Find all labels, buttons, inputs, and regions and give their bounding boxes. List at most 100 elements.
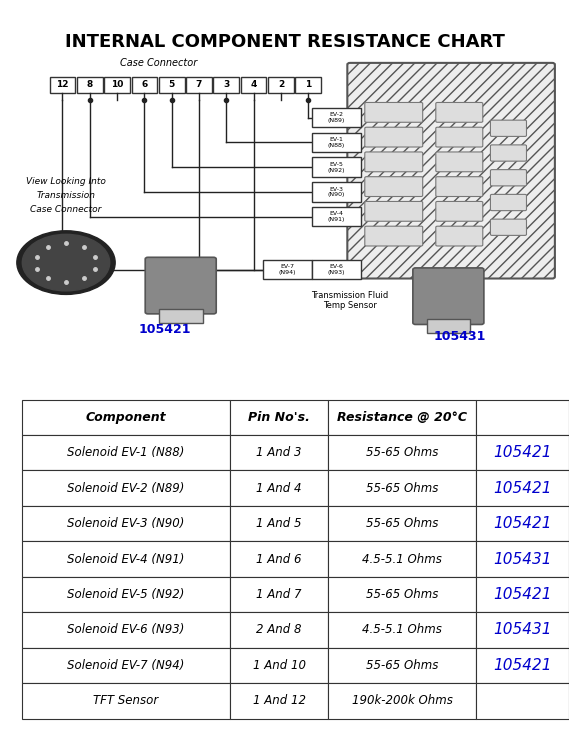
Bar — [476, 542, 568, 576]
FancyBboxPatch shape — [365, 176, 423, 196]
Text: 105421: 105421 — [493, 481, 551, 496]
FancyBboxPatch shape — [77, 77, 102, 93]
Text: EV-3
(N90): EV-3 (N90) — [328, 187, 345, 197]
FancyBboxPatch shape — [490, 145, 526, 161]
Text: 105431: 105431 — [493, 622, 551, 637]
Text: 7: 7 — [196, 81, 202, 90]
Text: 4.5-5.1 Ohms: 4.5-5.1 Ohms — [362, 553, 442, 565]
Bar — [476, 399, 568, 435]
FancyBboxPatch shape — [145, 257, 216, 314]
FancyBboxPatch shape — [436, 102, 483, 122]
FancyBboxPatch shape — [436, 152, 483, 172]
FancyBboxPatch shape — [413, 268, 484, 325]
Bar — [328, 435, 476, 471]
Text: Solenoid EV-4 (N91): Solenoid EV-4 (N91) — [67, 553, 185, 565]
Text: 55-65 Ohms: 55-65 Ohms — [366, 482, 438, 495]
Bar — [230, 471, 328, 506]
Text: 1: 1 — [305, 81, 311, 90]
Bar — [476, 506, 568, 542]
Bar — [476, 576, 568, 612]
FancyBboxPatch shape — [295, 77, 321, 93]
Text: 1 And 3: 1 And 3 — [256, 446, 302, 459]
Text: 1 And 7: 1 And 7 — [256, 588, 302, 601]
Text: Pin No's.: Pin No's. — [248, 411, 310, 424]
Text: EV-1
(N88): EV-1 (N88) — [328, 137, 345, 147]
Bar — [230, 435, 328, 471]
FancyBboxPatch shape — [312, 108, 361, 127]
Text: Component: Component — [86, 411, 166, 424]
Bar — [22, 648, 230, 683]
FancyBboxPatch shape — [50, 77, 75, 93]
FancyBboxPatch shape — [490, 120, 526, 136]
Text: EV-7
(N94): EV-7 (N94) — [278, 265, 296, 275]
Text: INTERNAL COMPONENT RESISTANCE CHART: INTERNAL COMPONENT RESISTANCE CHART — [64, 33, 505, 51]
Text: 55-65 Ohms: 55-65 Ohms — [366, 517, 438, 530]
Text: 5: 5 — [168, 81, 175, 90]
Circle shape — [17, 230, 115, 294]
Bar — [328, 683, 476, 719]
Bar — [476, 471, 568, 506]
Text: 105431: 105431 — [433, 330, 485, 343]
Bar — [230, 506, 328, 542]
Text: 10: 10 — [111, 81, 123, 90]
Bar — [230, 399, 328, 435]
Text: Solenoid EV-6 (N93): Solenoid EV-6 (N93) — [67, 623, 185, 637]
FancyBboxPatch shape — [436, 202, 483, 222]
Text: Solenoid EV-3 (N90): Solenoid EV-3 (N90) — [67, 517, 185, 530]
Bar — [476, 612, 568, 648]
Text: EV-5
(N92): EV-5 (N92) — [328, 162, 345, 173]
Text: EV-2
(N89): EV-2 (N89) — [328, 113, 345, 123]
FancyBboxPatch shape — [241, 77, 266, 93]
Bar — [22, 542, 230, 576]
Bar — [230, 576, 328, 612]
FancyBboxPatch shape — [490, 170, 526, 186]
FancyBboxPatch shape — [365, 127, 423, 147]
FancyBboxPatch shape — [186, 77, 212, 93]
Text: Resistance @ 20°C: Resistance @ 20°C — [337, 411, 467, 424]
Text: Solenoid EV-1 (N88): Solenoid EV-1 (N88) — [67, 446, 185, 459]
FancyBboxPatch shape — [490, 219, 526, 236]
Bar — [22, 683, 230, 719]
Text: 105431: 105431 — [493, 551, 551, 567]
FancyBboxPatch shape — [427, 319, 470, 333]
FancyBboxPatch shape — [312, 260, 361, 279]
Circle shape — [22, 234, 110, 291]
Text: EV-6
(N93): EV-6 (N93) — [328, 265, 345, 275]
Bar — [476, 648, 568, 683]
Bar — [22, 576, 230, 612]
FancyBboxPatch shape — [312, 133, 361, 152]
FancyBboxPatch shape — [436, 226, 483, 246]
Bar — [230, 683, 328, 719]
Text: 1 And 5: 1 And 5 — [256, 517, 302, 530]
Text: 4.5-5.1 Ohms: 4.5-5.1 Ohms — [362, 623, 442, 637]
Bar — [230, 648, 328, 683]
FancyBboxPatch shape — [104, 77, 130, 93]
FancyBboxPatch shape — [159, 77, 184, 93]
Bar — [230, 612, 328, 648]
Text: 8: 8 — [86, 81, 93, 90]
Bar — [22, 399, 230, 435]
FancyBboxPatch shape — [365, 202, 423, 222]
FancyBboxPatch shape — [312, 157, 361, 177]
FancyBboxPatch shape — [131, 77, 157, 93]
Text: 105421: 105421 — [493, 587, 551, 602]
Bar — [328, 612, 476, 648]
Text: Transmission: Transmission — [36, 191, 96, 200]
Text: 55-65 Ohms: 55-65 Ohms — [366, 446, 438, 459]
Text: Solenoid EV-5 (N92): Solenoid EV-5 (N92) — [67, 588, 185, 601]
Text: EV-4
(N91): EV-4 (N91) — [328, 211, 345, 222]
Text: 55-65 Ohms: 55-65 Ohms — [366, 588, 438, 601]
FancyBboxPatch shape — [213, 77, 239, 93]
Bar — [328, 399, 476, 435]
Text: TFT Sensor: TFT Sensor — [93, 694, 159, 708]
FancyBboxPatch shape — [490, 194, 526, 210]
FancyBboxPatch shape — [436, 176, 483, 196]
FancyBboxPatch shape — [436, 127, 483, 147]
Bar — [328, 576, 476, 612]
Text: Transmission Fluid
Temp Sensor: Transmission Fluid Temp Sensor — [311, 291, 389, 310]
Text: 105421: 105421 — [493, 658, 551, 673]
Bar — [22, 471, 230, 506]
Text: 1 And 10: 1 And 10 — [253, 659, 306, 672]
Text: View Looking Into: View Looking Into — [26, 177, 106, 186]
Text: 12: 12 — [56, 81, 69, 90]
